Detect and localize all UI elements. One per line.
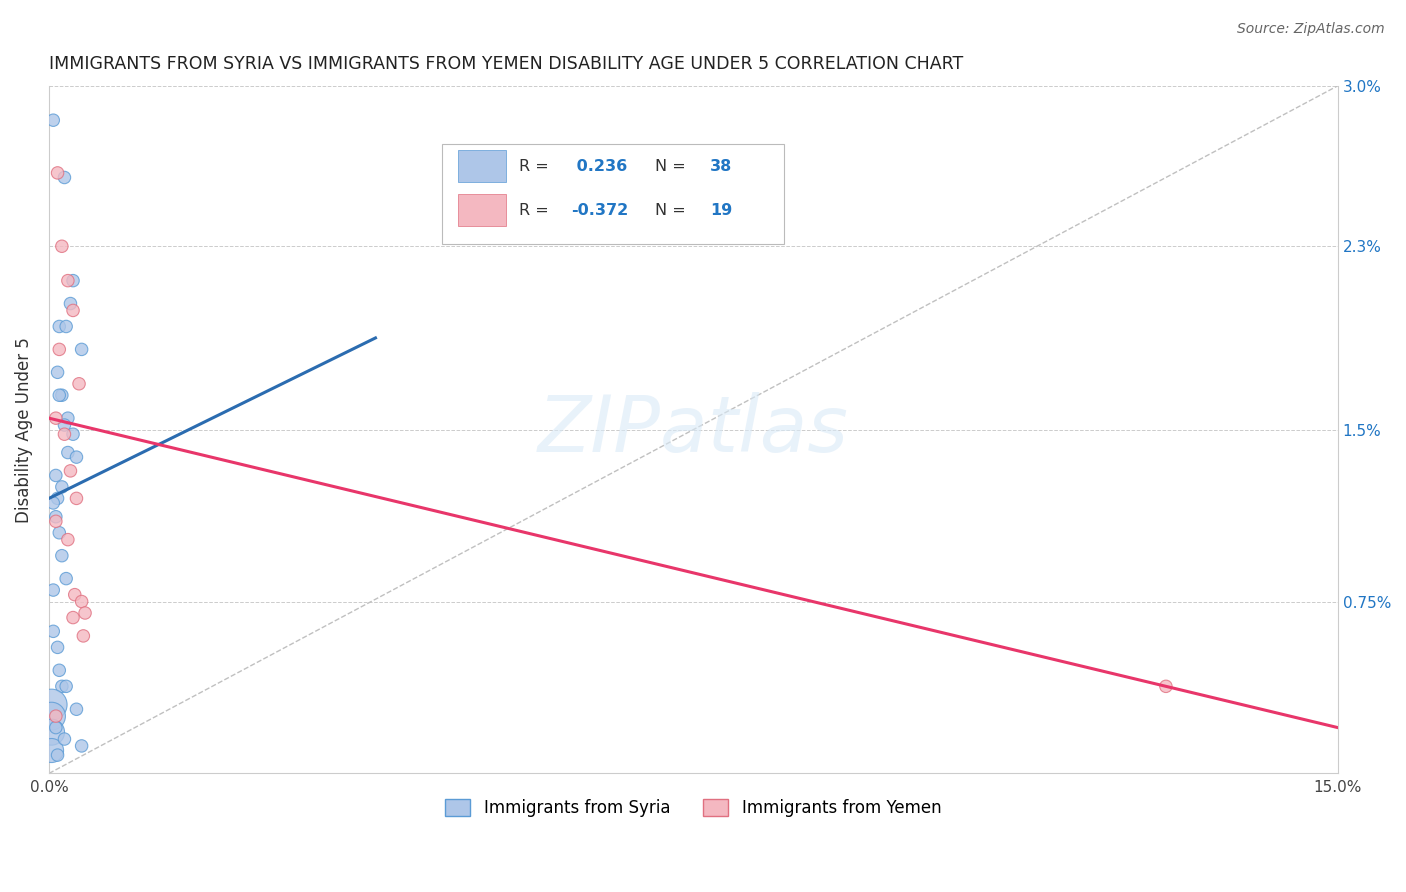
Point	[42, 113, 65, 128]
Text: N =: N =	[655, 159, 690, 174]
Point	[51, 388, 73, 402]
Point	[41, 743, 63, 757]
Point	[73, 606, 96, 620]
Point	[46, 640, 69, 655]
Point	[56, 445, 79, 459]
Point	[46, 748, 69, 763]
Point	[46, 491, 69, 506]
Point	[45, 721, 67, 735]
Point	[55, 319, 77, 334]
Point	[55, 572, 77, 586]
Point	[67, 376, 90, 391]
Point	[46, 166, 69, 180]
FancyBboxPatch shape	[441, 145, 783, 244]
Point	[45, 514, 67, 528]
Point	[59, 296, 82, 310]
Y-axis label: Disability Age Under 5: Disability Age Under 5	[15, 336, 32, 523]
Point	[65, 450, 87, 464]
FancyBboxPatch shape	[457, 194, 506, 226]
Point	[48, 388, 70, 402]
Text: 0.236: 0.236	[571, 159, 627, 174]
Point	[42, 583, 65, 598]
Point	[48, 343, 70, 357]
Point	[63, 588, 86, 602]
Point	[45, 468, 67, 483]
Text: -0.372: -0.372	[571, 202, 628, 218]
Point	[51, 480, 73, 494]
Point	[62, 610, 84, 624]
Point	[56, 274, 79, 288]
Point	[53, 170, 76, 185]
Text: R =: R =	[519, 202, 554, 218]
Point	[56, 533, 79, 547]
Text: 38: 38	[710, 159, 733, 174]
Point	[62, 427, 84, 442]
Point	[51, 549, 73, 563]
Text: R =: R =	[519, 159, 554, 174]
Point	[65, 491, 87, 506]
Point	[45, 709, 67, 723]
Point	[62, 274, 84, 288]
Point	[72, 629, 94, 643]
Point	[65, 702, 87, 716]
Text: 19: 19	[710, 202, 733, 218]
Point	[51, 679, 73, 693]
Point	[59, 464, 82, 478]
Point	[48, 663, 70, 677]
Point	[41, 698, 63, 712]
Text: N =: N =	[655, 202, 690, 218]
Point	[70, 594, 93, 608]
Point	[45, 411, 67, 425]
FancyBboxPatch shape	[457, 150, 506, 182]
Point	[1154, 679, 1177, 693]
Point	[48, 525, 70, 540]
Point	[41, 709, 63, 723]
Point	[56, 411, 79, 425]
Point	[53, 427, 76, 442]
Text: Source: ZipAtlas.com: Source: ZipAtlas.com	[1237, 22, 1385, 37]
Point	[70, 343, 93, 357]
Point	[70, 739, 93, 753]
Point	[55, 679, 77, 693]
Point	[42, 496, 65, 510]
Point	[45, 509, 67, 524]
Point	[51, 239, 73, 253]
Point	[42, 624, 65, 639]
Point	[62, 303, 84, 318]
Point	[48, 319, 70, 334]
Text: ZIPatlas: ZIPatlas	[538, 392, 849, 467]
Point	[53, 732, 76, 747]
Legend: Immigrants from Syria, Immigrants from Yemen: Immigrants from Syria, Immigrants from Y…	[439, 792, 948, 823]
Text: IMMIGRANTS FROM SYRIA VS IMMIGRANTS FROM YEMEN DISABILITY AGE UNDER 5 CORRELATIO: IMMIGRANTS FROM SYRIA VS IMMIGRANTS FROM…	[49, 55, 963, 73]
Point	[41, 725, 63, 739]
Point	[53, 417, 76, 432]
Point	[46, 365, 69, 379]
